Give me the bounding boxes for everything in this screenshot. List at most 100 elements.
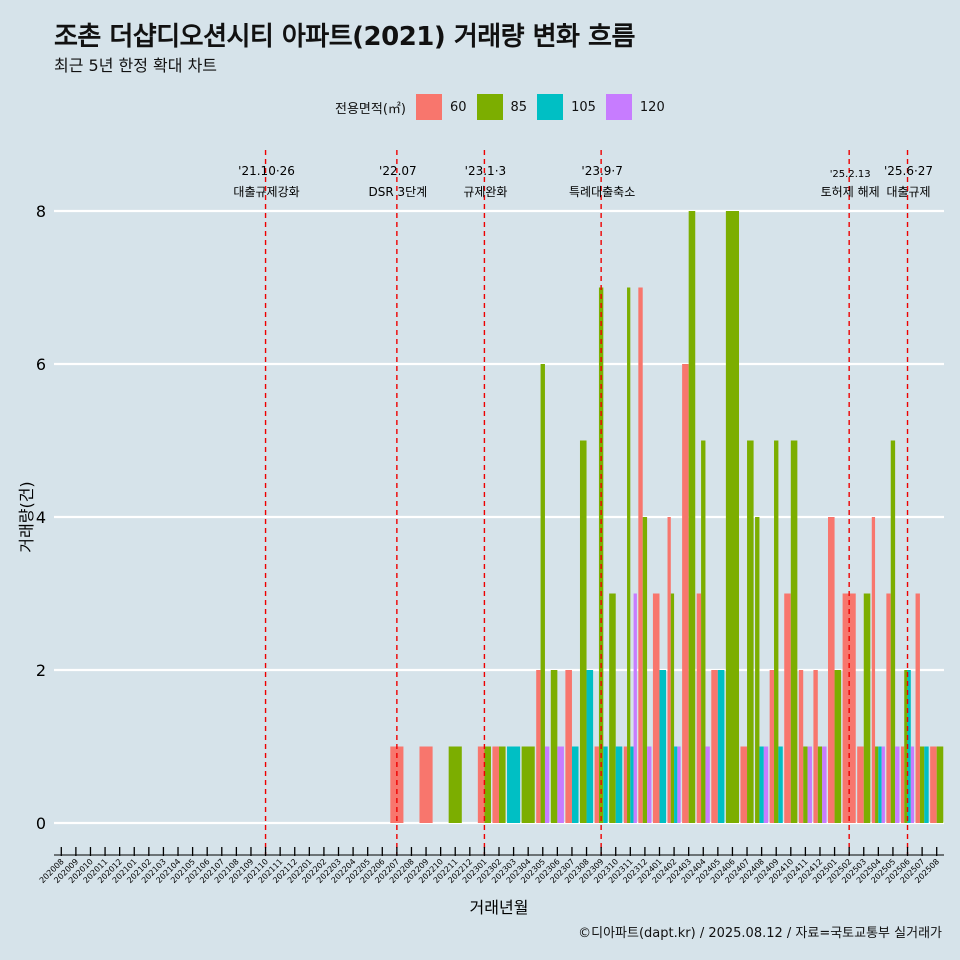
event-date-202502: '25.2.13 (830, 169, 871, 180)
y-tick-label-8: 8 (36, 202, 46, 221)
bar-202411-120 (807, 746, 812, 823)
bar-202403-60 (682, 364, 689, 823)
bar-202301-85 (484, 746, 491, 823)
legend-label-105: 105 (571, 99, 596, 115)
bar-202412-60 (813, 670, 818, 823)
bar-202408-120 (763, 746, 769, 823)
legend-label-120: 120 (639, 99, 665, 115)
bar-202501-85 (834, 670, 842, 823)
bar-202503-85 (863, 593, 871, 823)
bar-202408-85 (755, 517, 760, 823)
bar-202409-60 (769, 670, 775, 823)
bar-202402-120 (677, 746, 681, 823)
bar-202412-85 (817, 746, 823, 823)
event-label-202110: 대출규제강화 (233, 185, 299, 199)
bar-202305-60 (536, 670, 541, 823)
bar-202209-60 (419, 746, 433, 823)
event-date-202506: '25.6·27 (884, 164, 933, 178)
bar-202402-85 (670, 593, 675, 823)
legend-swatch-120 (605, 94, 632, 120)
bar-202506-60 (900, 746, 905, 823)
bar-202504-85 (875, 746, 879, 823)
legend: 전용면적(㎡) 60 85 105 120 (335, 93, 675, 121)
bar-202306-120 (557, 746, 564, 823)
legend-item-105: 105 (537, 94, 596, 120)
bars (390, 211, 944, 823)
bar-202311-105 (630, 746, 634, 823)
bar-202404-85 (701, 440, 706, 823)
bar-202504-105 (878, 746, 882, 823)
legend-swatch-85 (476, 94, 503, 120)
bar-202311-120 (633, 593, 637, 823)
bar-202308-105 (586, 670, 594, 823)
legend-swatch-60 (415, 94, 442, 120)
bar-202407-60 (740, 746, 748, 823)
legend-label-85: 85 (510, 99, 528, 115)
bar-202508-85 (936, 746, 944, 823)
bar-202403-85 (688, 211, 696, 823)
bar-202405-105 (717, 670, 725, 823)
bar-202501-60 (828, 517, 835, 823)
event-date-202309: '23.9·7 (581, 164, 622, 178)
event-label-202506: 대출규제 (886, 185, 930, 199)
bar-202401-60 (652, 593, 660, 823)
bar-202309-105 (603, 746, 608, 823)
bar-202308-85 (579, 440, 587, 823)
bar-202507-105 (924, 746, 929, 823)
chart-subtitle: 최근 5년 한정 확대 차트 (54, 56, 218, 75)
bar-202312-120 (647, 746, 652, 823)
bar-202404-120 (705, 746, 710, 823)
event-date-202207: '22.07 (379, 164, 417, 178)
bar-202508-60 (930, 746, 937, 823)
bar-202504-60 (871, 517, 876, 823)
event-label-202207: DSR 3단계 (369, 185, 428, 199)
bar-202404-60 (696, 593, 702, 823)
event-label-202301: 규제완화 (463, 185, 507, 199)
bar-202303-105 (507, 746, 521, 823)
bar-202506-105 (907, 670, 911, 823)
bar-202507-85 (919, 746, 925, 823)
y-axis-title: 거래량(건) (17, 481, 36, 552)
y-tick-label-0: 0 (36, 814, 46, 833)
bar-202408-105 (759, 746, 764, 823)
bar-202302-60 (492, 746, 499, 823)
legend-title: 전용면적(㎡) (335, 101, 406, 117)
bar-202311-60 (623, 746, 628, 823)
bar-202401-105 (659, 670, 667, 823)
bar-202410-60 (784, 593, 791, 823)
x-axis-title: 거래년월 (470, 898, 529, 917)
bar-202310-85 (609, 593, 616, 823)
gridlines (54, 209, 944, 825)
chart-title: 조촌 더샵디오션시티 아파트(2021) 거래량 변화 흐름 (54, 22, 635, 52)
bar-202406-85 (725, 211, 740, 823)
bar-202409-85 (774, 440, 779, 823)
bar-202507-60 (915, 593, 920, 823)
bar-202402-60 (667, 517, 671, 823)
bar-202310-105 (615, 746, 623, 823)
bar-202306-85 (550, 670, 558, 823)
bar-202411-60 (798, 670, 804, 823)
bar-202409-105 (778, 746, 783, 823)
bar-202411-85 (803, 746, 808, 823)
bar-202211-85 (448, 746, 462, 823)
bar-202412-120 (822, 746, 827, 823)
legend-swatch-105 (537, 94, 564, 120)
event-lines: '21.10·26 대출규제강화 '22.07 DSR 3단계 '23.1·3 규제완화 '… (233, 150, 933, 855)
bar-202506-85 (904, 670, 908, 823)
bar-202302-85 (499, 746, 506, 823)
event-label-202502: 토허제 해제 (821, 185, 880, 199)
bar-202505-60 (886, 593, 891, 823)
y-tick-label-2: 2 (36, 661, 46, 680)
bar-202410-85 (790, 440, 798, 823)
bar-202506-120 (910, 746, 915, 823)
event-date-202110: '21.10·26 (238, 164, 295, 178)
bar-202503-60 (857, 746, 864, 823)
legend-item-85: 85 (476, 94, 528, 120)
bar-202305-120 (544, 746, 550, 823)
bar-202405-60 (711, 670, 718, 823)
event-label-202309: 특례대출축소 (569, 185, 635, 199)
bar-202505-85 (890, 440, 896, 823)
bar-202311-85 (627, 287, 631, 823)
bar-202312-60 (638, 287, 643, 823)
